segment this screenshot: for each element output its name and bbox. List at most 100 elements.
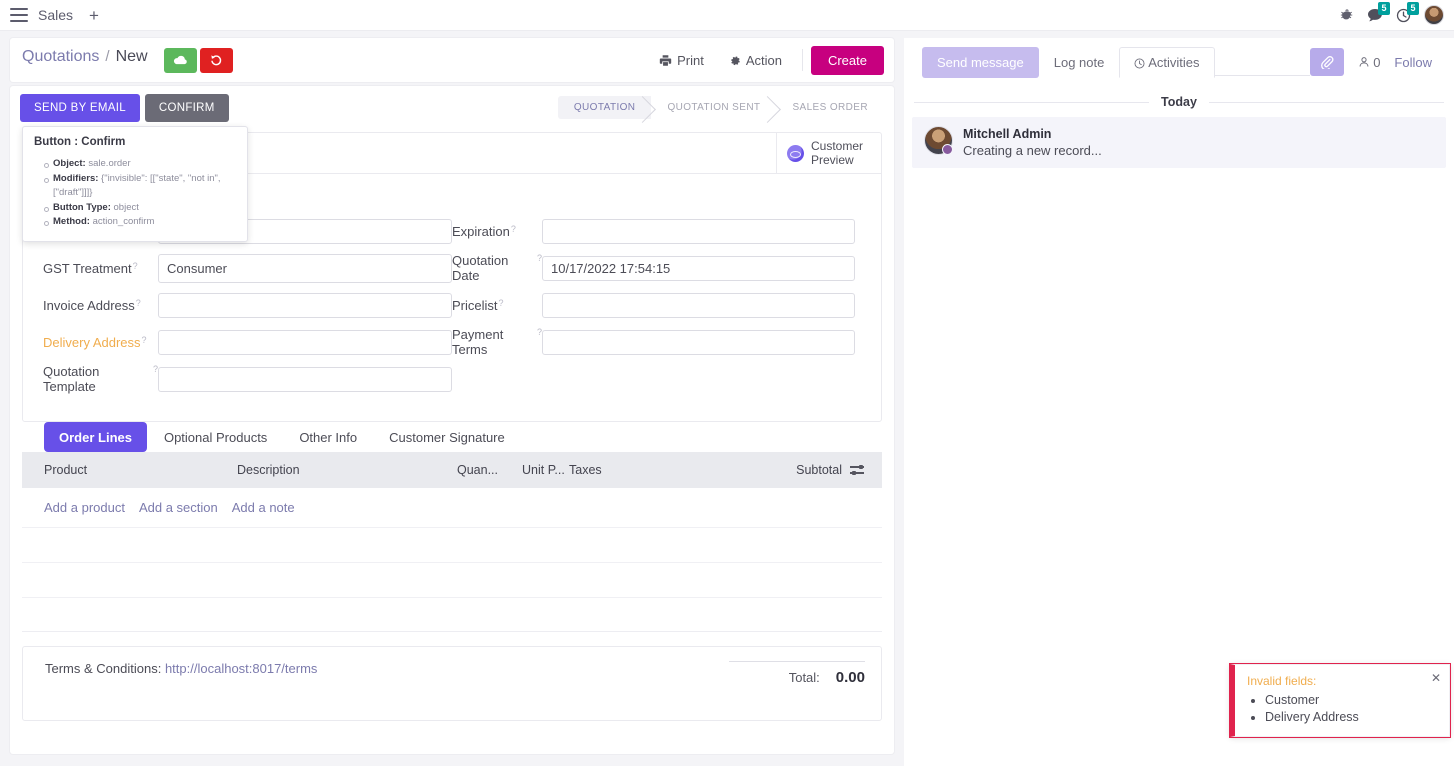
field-row-quotation-template: Quotation Template? — [43, 364, 452, 394]
chatter-tab-filler — [1214, 49, 1311, 76]
tab-other-info[interactable]: Other Info — [299, 430, 358, 445]
customer-preview-line2: Preview — [811, 153, 854, 167]
breadcrumb-current: New — [115, 47, 148, 65]
chatter-message: Mitchell Admin Creating a new record... — [912, 117, 1446, 168]
tooltip-value-button-type: object — [113, 201, 139, 213]
expiration-input[interactable] — [542, 218, 855, 244]
activities-clock-icon[interactable]: 5 — [1396, 1, 1419, 23]
empty-row — [22, 562, 882, 597]
stage-quotation-sent[interactable]: QUOTATION SENT — [651, 96, 776, 119]
tab-order-lines[interactable]: Order Lines — [44, 422, 147, 452]
send-message-button[interactable]: Send message — [922, 46, 1039, 78]
confirm-button[interactable]: CONFIRM — [144, 94, 229, 122]
invoice-address-input[interactable] — [158, 292, 452, 318]
breadcrumb-separator: / — [105, 47, 110, 65]
label-quotation-date: Quotation Date? — [452, 253, 542, 283]
message-body: Creating a new record... — [963, 143, 1102, 158]
discard-record-button[interactable] — [199, 47, 233, 73]
tooltip-key-method: Method: — [53, 216, 90, 227]
save-record-button[interactable] — [163, 47, 197, 73]
navbar-systray: 5 5 — [1340, 1, 1454, 25]
follower-person-icon — [1359, 57, 1369, 67]
gst-treatment-input[interactable] — [158, 253, 452, 283]
tab-optional-products[interactable]: Optional Products — [163, 430, 268, 445]
quotation-template-input[interactable] — [158, 366, 452, 392]
label-delivery-address: Delivery Address? — [43, 334, 147, 350]
terms-label: Terms & Conditions: — [45, 661, 162, 676]
adjust-columns-icon[interactable] — [842, 464, 872, 476]
debug-bug-icon[interactable] — [1340, 8, 1354, 22]
empty-row — [22, 597, 882, 632]
terms-and-conditions: Terms & Conditions: http://localhost:801… — [45, 661, 317, 686]
message-author-avatar — [924, 126, 953, 155]
follow-button[interactable]: Follow — [1394, 54, 1432, 70]
toolbar-divider — [801, 49, 803, 71]
tooltip-value-method: action_confirm — [92, 216, 155, 227]
toast-title: Invalid fields: — [1247, 674, 1317, 688]
create-button[interactable]: Create — [810, 45, 884, 75]
tooltip-row-object: Object: sale.order — [44, 157, 236, 172]
total-value: 0.00 — [835, 669, 865, 686]
delivery-address-input[interactable] — [158, 329, 452, 355]
order-total: Total: 0.00 — [729, 661, 865, 686]
field-row-delivery-address: Delivery Address? — [43, 329, 452, 355]
messages-icon[interactable]: 5 — [1367, 1, 1390, 23]
print-menu-button[interactable]: Print — [647, 53, 716, 68]
notebook: Order Lines Optional Products Other Info… — [10, 422, 894, 632]
form-column-right: Expiration? Quotation Date? Pricelist? — [452, 218, 861, 403]
totals-section: Terms & Conditions: http://localhost:801… — [22, 646, 882, 721]
app-name-sales[interactable]: Sales — [38, 7, 74, 23]
payment-terms-input[interactable] — [542, 329, 855, 355]
followers-counter[interactable]: 0 — [1358, 55, 1380, 70]
user-avatar[interactable] — [1424, 5, 1444, 25]
label-expiration: Expiration? — [452, 223, 516, 239]
paperclip-icon — [1321, 56, 1334, 69]
customer-preview-globe-icon — [787, 144, 804, 162]
label-gst-treatment: GST Treatment? — [43, 260, 138, 276]
top-navbar: Sales + 5 5 — [0, 0, 1454, 31]
close-icon[interactable]: ✕ — [1430, 671, 1441, 685]
breadcrumb-quotations[interactable]: Quotations — [22, 47, 100, 65]
label-payment-terms: Payment Terms? — [452, 327, 542, 357]
print-label: Print — [677, 52, 704, 68]
stat-button-box: Customer Preview — [23, 133, 881, 174]
field-row-invoice-address: Invoice Address? — [43, 292, 452, 318]
label-quotation-template: Quotation Template? — [43, 364, 158, 394]
terms-link[interactable]: http://localhost:8017/terms — [164, 661, 318, 676]
tooltip-row-button-type: Button Type: object — [44, 201, 236, 216]
attach-files-button[interactable] — [1310, 48, 1345, 76]
notebook-tabs: Order Lines Optional Products Other Info… — [22, 422, 882, 452]
label-invoice-address: Invoice Address? — [43, 297, 141, 313]
add-a-section-link[interactable]: Add a section — [138, 500, 218, 515]
total-label: Total: — [788, 670, 820, 685]
tab-customer-signature[interactable]: Customer Signature — [389, 430, 505, 445]
breadcrumb: Quotations / New — [10, 47, 233, 73]
followers-count: 0 — [1373, 54, 1381, 70]
new-tab-plus-button[interactable]: + — [89, 5, 99, 25]
tooltip-key-button-type: Button Type: — [53, 201, 111, 213]
messages-badge: 5 — [1378, 1, 1390, 15]
column-header-product: Product — [44, 463, 88, 477]
chatter-day-separator: Today — [914, 94, 1444, 109]
quotation-date-input[interactable] — [542, 255, 855, 281]
record-dirty-buttons — [163, 47, 233, 73]
hamburger-menu-icon[interactable] — [10, 8, 28, 22]
field-row-expiration: Expiration? — [452, 218, 861, 244]
log-note-button[interactable]: Log note — [1053, 54, 1105, 70]
pricelist-input[interactable] — [542, 292, 855, 318]
toast-item-customer: Customer — [1265, 692, 1438, 709]
chatter-right-tools: 0 Follow — [1310, 48, 1444, 76]
stage-quotation[interactable]: QUOTATION — [557, 96, 652, 119]
add-a-note-link[interactable]: Add a note — [231, 500, 295, 515]
tooltip-value-modifiers: {"invisible": [["state", "not in", ["dra… — [53, 172, 221, 199]
printer-icon — [659, 54, 672, 66]
stage-sales-order[interactable]: SALES ORDER — [792, 102, 868, 113]
column-header-description: Description — [237, 463, 300, 477]
action-menu-button[interactable]: Action — [716, 53, 794, 68]
activities-button[interactable]: Activities — [1119, 46, 1215, 78]
customer-preview-stat-button[interactable]: Customer Preview — [776, 133, 881, 173]
send-by-email-button[interactable]: SEND BY EMAIL — [20, 94, 140, 122]
activities-badge: 5 — [1407, 1, 1419, 15]
add-a-product-link[interactable]: Add a product — [44, 500, 125, 515]
